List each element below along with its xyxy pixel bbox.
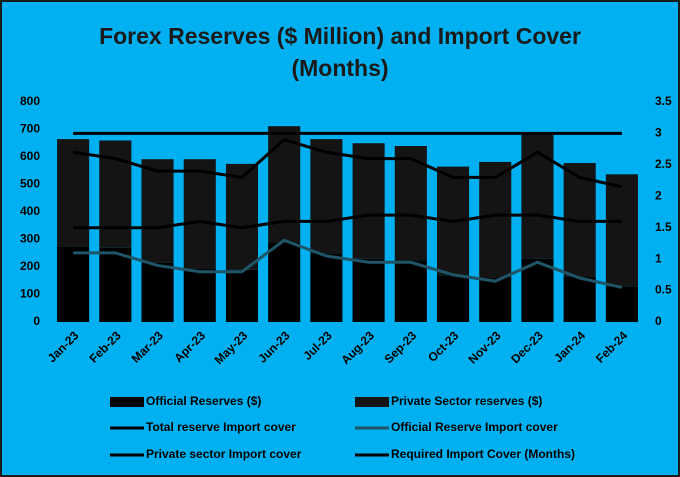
chart-title: Forex Reserves ($ Million) and Import Co… — [99, 23, 581, 81]
bar — [141, 159, 174, 263]
bar — [310, 139, 343, 254]
bar — [225, 269, 259, 322]
legend-label: Required Import Cover (Months) — [391, 447, 575, 461]
bar — [141, 262, 174, 322]
legend-label: Total reserve Import cover — [146, 420, 296, 434]
y2-tick-label: 2 — [655, 188, 662, 202]
y2-tick-label: 1.5 — [655, 220, 672, 234]
bar — [436, 275, 470, 322]
y-tick-label: 0 — [33, 314, 40, 328]
legend-label: Official Reserve Import cover — [391, 420, 558, 434]
bar — [183, 159, 216, 269]
line — [72, 138, 623, 189]
legend-swatch — [355, 397, 389, 407]
legend-swatch — [110, 397, 144, 407]
y-tick-label: 700 — [20, 122, 40, 136]
bar — [479, 161, 512, 278]
y-tick-label: 200 — [20, 259, 40, 273]
y2-tick-label: 2.5 — [655, 157, 672, 171]
y-tick-label: 100 — [20, 287, 40, 301]
y-tick-label: 600 — [20, 149, 40, 163]
bar — [225, 163, 259, 270]
bar — [521, 133, 554, 259]
y-tick-label: 800 — [20, 94, 40, 108]
bar — [394, 146, 427, 261]
bar — [605, 286, 638, 322]
y2-tick-label: 0.5 — [655, 283, 672, 297]
bar — [563, 276, 596, 322]
legend-label: Official Reserves ($) — [146, 394, 261, 408]
bar — [394, 260, 427, 322]
y-tick-label: 500 — [20, 177, 40, 191]
line — [73, 238, 623, 289]
bar — [183, 268, 216, 322]
y2-tick-label: 3 — [655, 126, 662, 140]
bar — [352, 258, 385, 322]
bar — [268, 242, 301, 322]
y-tick-label: 300 — [20, 232, 40, 246]
y2-tick-label: 3.5 — [655, 94, 672, 108]
y-tick-label: 400 — [20, 204, 40, 218]
y2-tick-label: 0 — [655, 314, 662, 328]
legend-label: Private Sector reserves ($) — [391, 394, 542, 408]
bar — [57, 246, 90, 322]
bar — [99, 247, 132, 322]
bar — [605, 174, 638, 287]
legend-label: Private sector Import cover — [146, 447, 302, 461]
y2-tick-label: 1 — [655, 251, 662, 265]
bar — [521, 258, 554, 322]
line — [73, 213, 622, 230]
bar — [352, 143, 385, 259]
bar — [479, 278, 512, 322]
bar — [310, 253, 343, 322]
